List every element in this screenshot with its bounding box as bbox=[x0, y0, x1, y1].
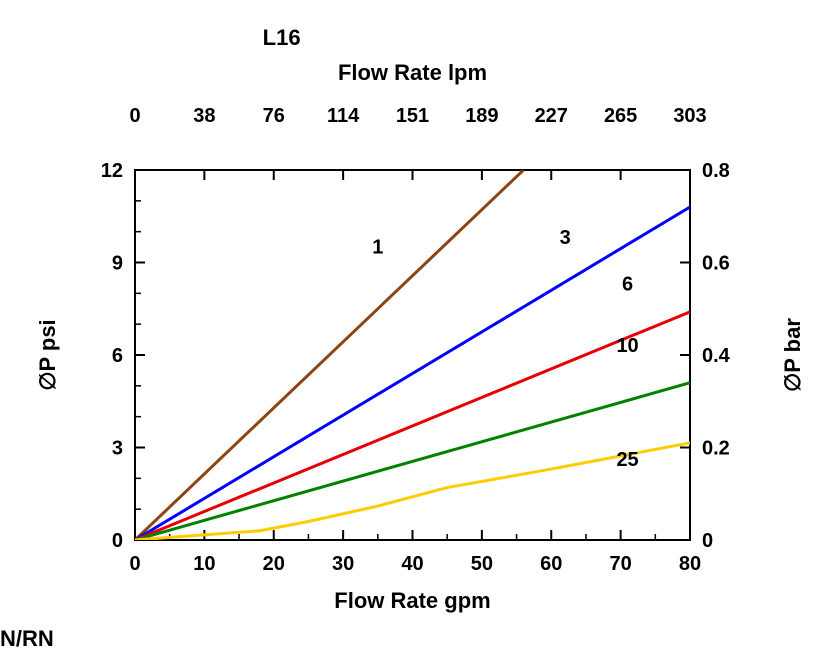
series-label: 1 bbox=[372, 236, 383, 258]
y-left-label: 6 bbox=[112, 345, 123, 367]
x-top-label: 189 bbox=[465, 105, 498, 127]
x-bottom-label: 10 bbox=[193, 553, 215, 575]
series-label: 25 bbox=[616, 449, 638, 471]
x-top-label: 227 bbox=[535, 105, 568, 127]
chart-container: L16 Flow Rate lpm Flow Rate gpm ∅P psi ∅P ba… bbox=[0, 0, 832, 650]
x-top-label: 303 bbox=[673, 105, 706, 127]
x-bottom-label: 0 bbox=[129, 553, 140, 575]
y-right-label: 0.6 bbox=[702, 253, 730, 275]
y-left-label: 12 bbox=[101, 160, 123, 182]
top-axis-title: Flow Rate lpm bbox=[338, 60, 487, 85]
x-top-label: 151 bbox=[396, 105, 429, 127]
x-bottom-label: 50 bbox=[471, 553, 493, 575]
x-bottom-label: 80 bbox=[679, 553, 701, 575]
y-right-label: 0.8 bbox=[702, 160, 730, 182]
y-left-label: 3 bbox=[112, 438, 123, 460]
x-bottom-label: 20 bbox=[263, 553, 285, 575]
x-bottom-label: 40 bbox=[401, 553, 423, 575]
x-top-label: 38 bbox=[193, 105, 215, 127]
left-axis-title: ∅P psi bbox=[35, 319, 60, 390]
x-bottom-label: 60 bbox=[540, 553, 562, 575]
chart-svg: L16 Flow Rate lpm Flow Rate gpm ∅P psi ∅P ba… bbox=[0, 0, 832, 650]
x-top-label: 265 bbox=[604, 105, 637, 127]
bottom-axis-title: Flow Rate gpm bbox=[334, 588, 490, 613]
y-right-label: 0 bbox=[702, 530, 713, 552]
x-top-label: 76 bbox=[263, 105, 285, 127]
series-label: 3 bbox=[560, 227, 571, 249]
x-bottom-label: 70 bbox=[610, 553, 632, 575]
x-top-label: 114 bbox=[327, 105, 360, 127]
x-top-label: 0 bbox=[129, 105, 140, 127]
y-right-label: 0.2 bbox=[702, 438, 730, 460]
footer-text: N/RN bbox=[0, 626, 54, 650]
right-axis-title: ∅P bar bbox=[780, 318, 805, 392]
series-label: 10 bbox=[616, 335, 638, 357]
y-right-label: 0.4 bbox=[702, 345, 731, 367]
series-label: 6 bbox=[622, 273, 633, 295]
y-left-label: 0 bbox=[112, 530, 123, 552]
chart-title: L16 bbox=[263, 25, 301, 50]
x-bottom-label: 30 bbox=[332, 553, 354, 575]
y-left-label: 9 bbox=[112, 253, 123, 275]
